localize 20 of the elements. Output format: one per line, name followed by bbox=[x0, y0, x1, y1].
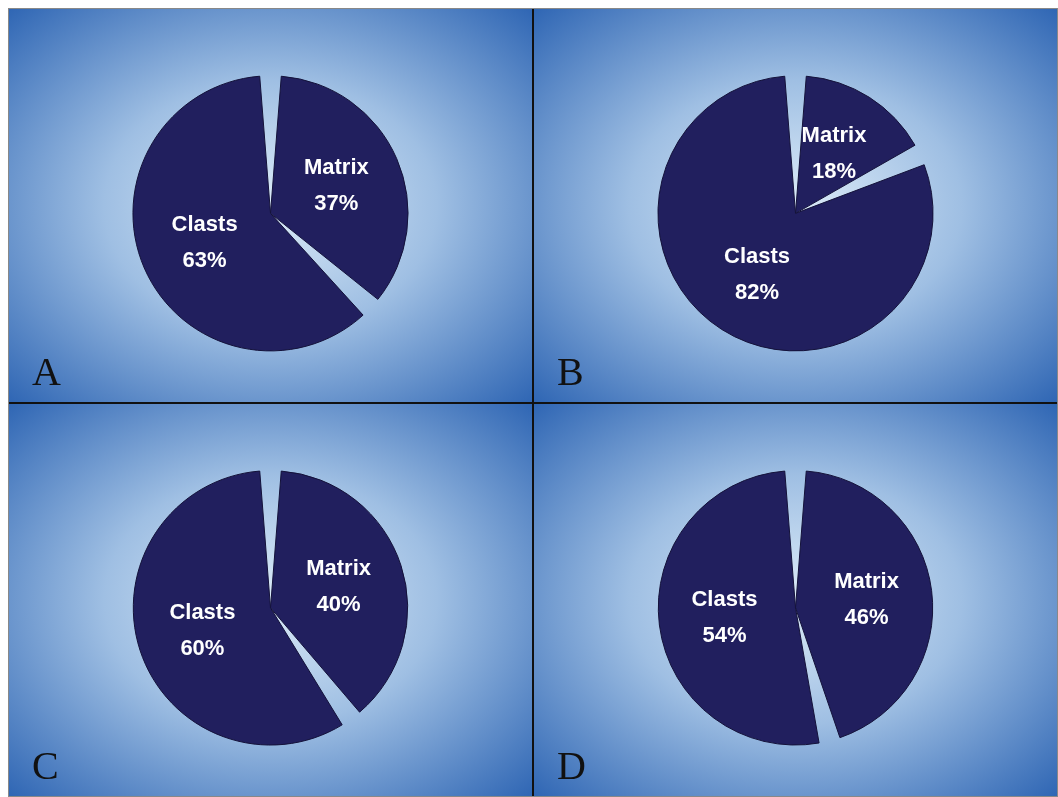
text: B bbox=[557, 348, 584, 394]
data-label: 60% bbox=[180, 635, 225, 661]
slice-label: Matrix bbox=[306, 555, 372, 581]
text: D bbox=[557, 742, 586, 788]
slice-label: Clasts bbox=[169, 599, 236, 625]
slice-label: Clasts bbox=[691, 586, 758, 612]
slice-label: Clasts bbox=[171, 211, 238, 237]
text: C bbox=[32, 742, 59, 788]
data-label: 54% bbox=[702, 622, 747, 648]
data-label: 37% bbox=[314, 190, 359, 216]
data-label: 18% bbox=[811, 158, 856, 184]
slice-label: Matrix bbox=[801, 122, 868, 148]
data-label: 40% bbox=[316, 591, 361, 617]
data-label: 46% bbox=[844, 604, 889, 630]
slice-label: Clasts bbox=[724, 243, 791, 269]
text: A bbox=[32, 348, 61, 394]
slice-label: Matrix bbox=[303, 154, 370, 180]
slice-label: Matrix bbox=[834, 568, 900, 594]
data-label: 82% bbox=[735, 279, 780, 305]
data-label: 63% bbox=[182, 247, 227, 273]
